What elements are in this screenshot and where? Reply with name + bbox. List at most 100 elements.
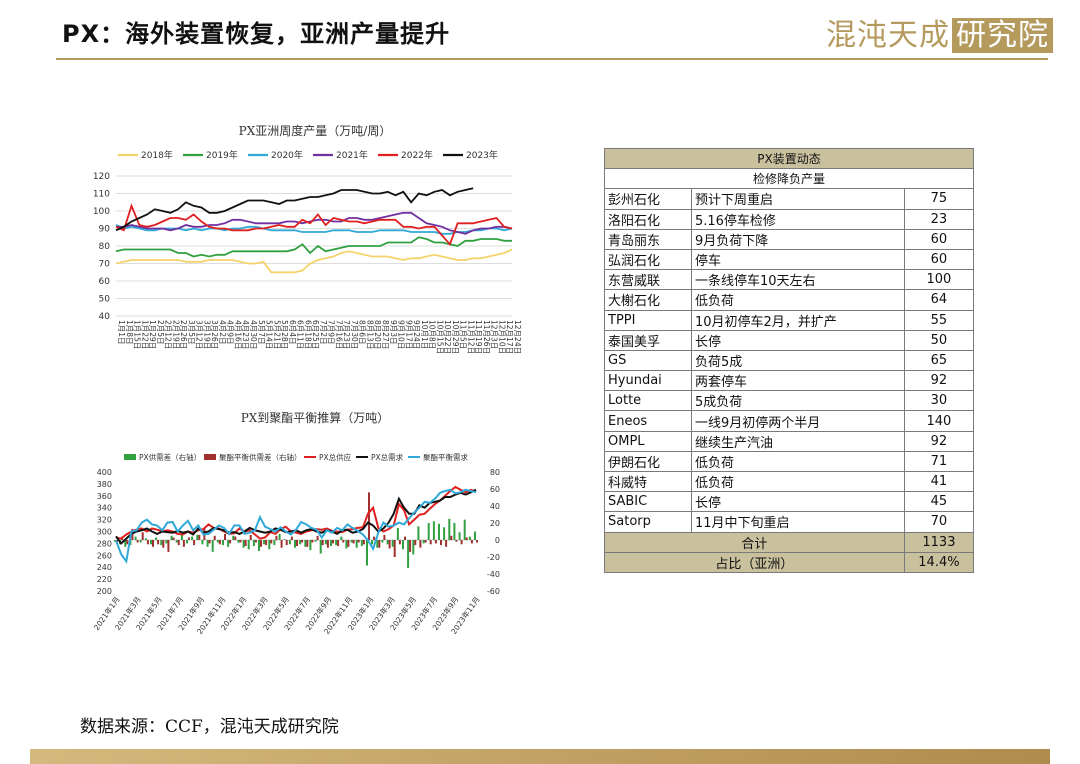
- x-tick-label: 7月9日: [327, 320, 336, 345]
- y-tick-label: 240: [97, 563, 112, 572]
- bar: [170, 535, 173, 541]
- plant-status: 5.16停车检修: [690, 208, 905, 230]
- x-tick-label: 7月23日: [342, 320, 351, 349]
- bar: [360, 540, 363, 546]
- x-tick-label: 5月7日: [257, 320, 266, 345]
- bar: [136, 540, 139, 543]
- bar: [273, 540, 276, 546]
- plant-value: 23: [903, 208, 975, 230]
- y-tick-label: 260: [97, 551, 112, 560]
- bar: [258, 540, 260, 551]
- bar: [335, 540, 338, 546]
- table-row: 东营威联 一条线停车10天左右 100: [604, 269, 975, 291]
- bar: [350, 540, 353, 543]
- bar: [165, 540, 168, 544]
- plant-name: 青岛丽东: [604, 228, 692, 250]
- y-tick-label: 100: [93, 207, 110, 217]
- bar: [347, 540, 350, 547]
- bar: [342, 540, 345, 543]
- bar: [160, 540, 163, 546]
- legend-label: PX供需差（右轴）: [139, 452, 201, 462]
- x-tick-label: 9月17日: [404, 320, 413, 349]
- x-tick-label: 8月20日: [373, 320, 382, 349]
- plant-name: 东营威联: [604, 269, 692, 291]
- plant-status: 停车: [690, 248, 905, 271]
- x-tick-label: 10月8日: [428, 320, 437, 349]
- x-tick-label: 2月5日: [156, 320, 165, 345]
- x-tick-label: 2月26日: [179, 320, 188, 349]
- bar: [368, 492, 370, 540]
- x-tick-label: 10月29日: [451, 320, 460, 354]
- bar: [188, 537, 190, 540]
- table-share-row-label: 占比（亚洲）: [604, 551, 905, 573]
- bar: [432, 521, 435, 540]
- bar: [211, 540, 214, 552]
- x-tick-label: 9月10日: [397, 320, 406, 349]
- plant-value: 60: [903, 228, 975, 250]
- bar: [383, 534, 386, 540]
- bar: [311, 540, 314, 543]
- plant-status: 长停: [690, 329, 905, 351]
- x-tick-label: 8月6日: [358, 320, 367, 345]
- series-line-2022年: [115, 203, 513, 247]
- y-tick-label: 40: [99, 312, 111, 322]
- bar: [443, 527, 446, 541]
- bar: [306, 540, 309, 547]
- legend-label: 2018年: [141, 149, 173, 161]
- x-tick-label: 11月12日: [466, 320, 475, 354]
- plant-value: 70: [903, 511, 975, 533]
- plant-value: 140: [903, 410, 975, 432]
- bar: [252, 540, 255, 546]
- bar: [296, 540, 298, 546]
- plant-name: 弘润石化: [604, 248, 692, 271]
- table-row: 伊朗石化 低负荷 71: [604, 450, 975, 473]
- bar: [381, 540, 384, 543]
- bar: [412, 540, 415, 555]
- plant-name: 伊朗石化: [604, 450, 692, 473]
- table-share-row: 占比（亚洲） 14.4%: [604, 551, 975, 573]
- bar: [114, 540, 116, 542]
- bar: [167, 540, 170, 552]
- table-row: SABIC 长停 45: [604, 491, 975, 513]
- bar: [321, 540, 324, 546]
- bar: [213, 535, 216, 541]
- y-tick-label: 90: [99, 225, 111, 235]
- plant-status: 11月中下旬重启: [690, 511, 905, 533]
- bar: [386, 540, 389, 545]
- table-row: 弘润石化 停车 60: [604, 248, 975, 271]
- series-line-2021年: [116, 211, 513, 235]
- series-line-2020年: [115, 224, 513, 235]
- table-row: 青岛丽东 9月负荷下降 60: [604, 228, 975, 250]
- chart1-title: PX亚洲周度产量（万吨/周）: [238, 124, 392, 138]
- x-tick-label: 11月5日: [459, 320, 468, 349]
- x-tick-label: 4月30日: [249, 320, 258, 349]
- plant-name: 大榭石化: [604, 289, 692, 311]
- plant-name: Eneos: [604, 410, 692, 432]
- y-tick-label: 340: [97, 504, 112, 513]
- bar: [474, 531, 476, 540]
- bar: [463, 519, 466, 540]
- bar: [391, 540, 394, 547]
- bar: [278, 534, 281, 540]
- y2-tick-label: -60: [487, 587, 500, 596]
- x-tick-label: 9月3日: [389, 320, 398, 345]
- data-source: 数据来源：CCF，混沌天成研究院: [80, 717, 339, 737]
- y-tick-label: 120: [93, 172, 110, 182]
- logo-main: 混沌天成: [826, 18, 950, 53]
- bar: [141, 532, 144, 540]
- x-tick-label: 6月11日: [296, 320, 305, 349]
- bar: [249, 534, 252, 540]
- plant-name: 泰国美孚: [604, 329, 692, 351]
- px-plant-table: PX装置动态 检修降负产量 彭州石化 预计下周重启 75 洛阳石化 5.16停车检修 23…: [604, 147, 975, 573]
- table-row: Lotte 5成负荷 30: [604, 390, 975, 412]
- plant-name: GS: [604, 349, 692, 372]
- bar: [398, 540, 401, 545]
- bar: [427, 523, 430, 540]
- bar: [229, 540, 232, 544]
- bar: [326, 540, 329, 548]
- table-subtitle: 检修降负产量: [604, 168, 974, 190]
- bar: [144, 538, 147, 540]
- bar: [316, 535, 319, 541]
- bar: [422, 540, 425, 544]
- plant-name: 洛阳石化: [604, 208, 692, 230]
